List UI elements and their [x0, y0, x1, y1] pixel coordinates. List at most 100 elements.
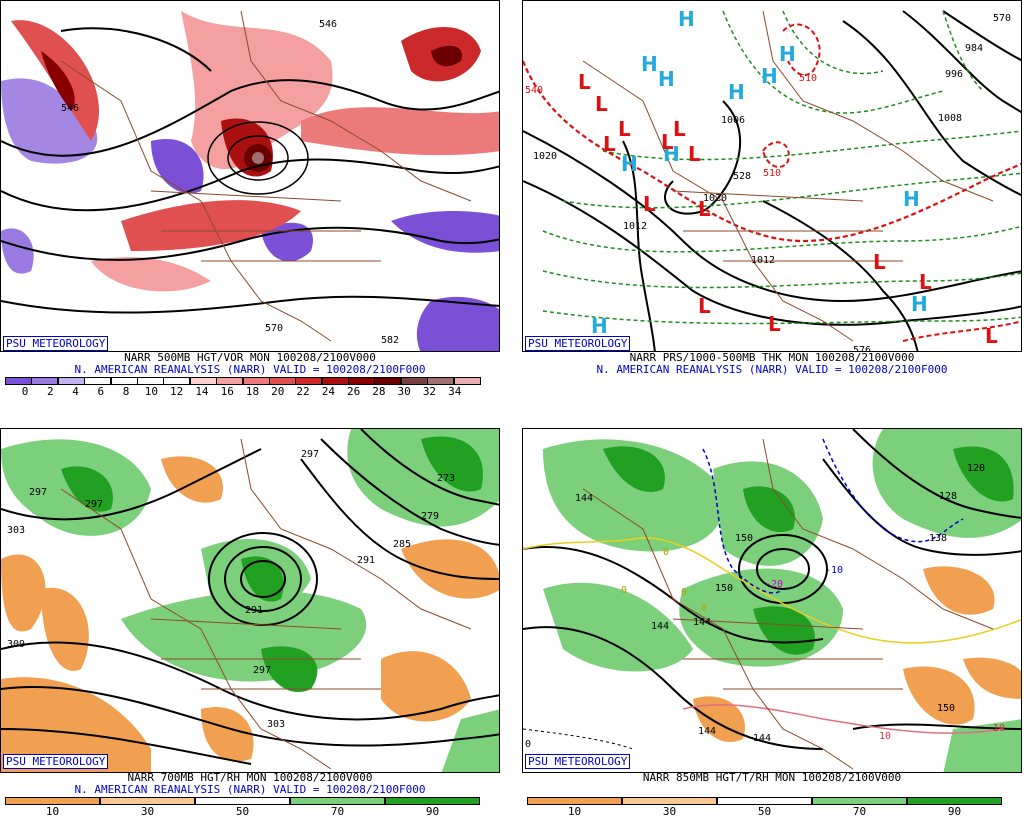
colorbar-segment — [189, 377, 217, 385]
colorbar-tick-label: 16 — [220, 385, 234, 398]
colorbar-segment — [385, 797, 480, 805]
colorbar-segment — [290, 797, 385, 805]
colorbar-segment — [136, 377, 164, 385]
contour-label: 582 — [381, 335, 399, 346]
map-500mb-vorticity: 546 546 570 582 — [0, 0, 500, 352]
panel-title: NARR PRS/1000-500MB THK MON 100208/2100V… — [629, 351, 915, 364]
colorbar-tick-label: 10 — [144, 385, 158, 398]
low-pressure-marker: L — [673, 117, 686, 141]
psu-credit: PSU METEOROLOGY — [525, 336, 631, 351]
colorbar-segment — [242, 377, 270, 385]
contour-label: 150 — [735, 533, 753, 544]
low-pressure-marker: L — [618, 117, 631, 141]
colorbar-tick-label: 50 — [235, 805, 250, 818]
panel-title: NARR 700MB HGT/RH MON 100208/2100V000 — [127, 771, 373, 784]
colorbar-segment — [295, 377, 323, 385]
contour-label: 10 — [993, 723, 1005, 734]
colorbar — [0, 797, 500, 805]
contour-label: 510 — [799, 73, 817, 84]
low-pressure-marker: L — [603, 132, 616, 156]
low-pressure-marker: L — [985, 324, 998, 348]
contour-label: 0 — [681, 587, 687, 598]
colorbar-tick-label: 8 — [122, 385, 130, 398]
colorbar-segment — [717, 797, 812, 805]
colorbar-labels: 10 30 50 70 90 — [0, 806, 500, 818]
contour-label: 546 — [61, 103, 79, 114]
colorbar-tick-label: 90 — [425, 805, 440, 818]
colorbar-tick-label: 12 — [170, 385, 184, 398]
contour-label: 138 — [929, 533, 947, 544]
map-700mb-rh: 297 297 303 291 279 273 285 291 297 303 … — [0, 428, 500, 773]
contour-label: 510 — [763, 168, 781, 179]
contour-label: 297 — [29, 487, 47, 498]
contour-label: 144 — [693, 617, 711, 628]
high-pressure-marker: H — [779, 42, 796, 66]
colorbar-tick-label: 14 — [195, 385, 209, 398]
colorbar-segment — [812, 797, 907, 805]
low-pressure-marker: L — [688, 142, 701, 166]
colorbar-segment — [216, 377, 244, 385]
colorbar-tick-label: 50 — [757, 805, 772, 818]
contour-label: 120 — [967, 463, 985, 474]
colorbar-labels: 10 30 50 70 90 — [522, 806, 1022, 818]
colorbar-tick-label: 34 — [448, 385, 462, 398]
contour-label: 540 — [525, 85, 543, 96]
contour-label: -10 — [825, 565, 843, 576]
contour-label: -20 — [765, 579, 783, 590]
contour-label: 1012 — [623, 221, 647, 232]
colorbar-segment — [31, 377, 59, 385]
colorbar-segment — [57, 377, 85, 385]
colorbar-tick-label: 32 — [422, 385, 437, 398]
high-pressure-marker: H — [663, 142, 680, 166]
panel-subtitle: N. AMERICAN REANALYSIS (NARR) VALID = 10… — [74, 783, 426, 796]
contour-label: 297 — [301, 449, 319, 460]
rh700-chart: 297 297 303 291 279 273 285 291 297 303 … — [1, 429, 499, 772]
contour-label: 996 — [945, 69, 963, 80]
contour-label: 0 — [525, 739, 531, 750]
panel-700mb-rh: 297 297 303 291 279 273 285 291 297 303 … — [0, 428, 500, 828]
colorbar-tick-label: 10 — [45, 805, 60, 818]
colorbar-segment — [400, 377, 428, 385]
colorbar — [522, 797, 1022, 805]
colorbar-segment — [5, 797, 100, 805]
colorbar-tick-label: 90 — [947, 805, 962, 818]
low-pressure-marker: L — [643, 192, 656, 216]
high-pressure-marker: H — [903, 187, 920, 211]
colorbar-tick-label: 30 — [140, 805, 155, 818]
panel-title: NARR 850MB HGT/T/RH MON 100208/2100V000 — [642, 771, 902, 784]
contour-label: 144 — [753, 733, 771, 744]
low-pressure-marker: L — [698, 197, 711, 221]
colorbar-segment — [5, 377, 32, 385]
contour-label: 144 — [698, 726, 716, 737]
contour-label: 128 — [939, 491, 957, 502]
colorbar-tick-label: 24 — [321, 385, 335, 398]
contour-label: 303 — [267, 719, 285, 730]
high-pressure-marker: H — [621, 152, 638, 176]
contour-label: 150 — [937, 703, 955, 714]
map-pressure-thickness: H H H H H H H H H H H L L L L L L L L L … — [522, 0, 1022, 352]
colorbar-tick-label: 4 — [72, 385, 79, 398]
panel-subtitle: N. AMERICAN REANALYSIS (NARR) VALID = 10… — [596, 363, 948, 376]
colorbar-segment — [110, 377, 138, 385]
high-pressure-marker: H — [658, 67, 675, 91]
contour-label: 570 — [993, 13, 1011, 24]
contour-label: 0 — [663, 547, 669, 558]
colorbar-tick-label: 30 — [662, 805, 677, 818]
contour-label: 0 — [701, 603, 707, 614]
colorbar-tick-label: 10 — [567, 805, 582, 818]
high-pressure-marker: H — [591, 314, 608, 338]
contour-label: 1012 — [751, 255, 775, 266]
colorbar-tick-label: 6 — [97, 385, 105, 398]
low-pressure-marker: L — [873, 250, 886, 274]
contour-label: 150 — [715, 583, 733, 594]
colorbar-segment — [453, 377, 481, 385]
contour-label: 291 — [357, 555, 375, 566]
colorbar-segment — [348, 377, 376, 385]
contour-label: 279 — [421, 511, 439, 522]
psu-credit: PSU METEOROLOGY — [3, 754, 109, 769]
pressure-chart: H H H H H H H H H H H L L L L L L L L L … — [523, 7, 1021, 351]
low-pressure-marker: L — [698, 294, 711, 318]
high-pressure-marker: H — [761, 64, 778, 88]
colorbar-tick-label: 70 — [330, 805, 345, 818]
colorbar-segment — [84, 377, 112, 385]
